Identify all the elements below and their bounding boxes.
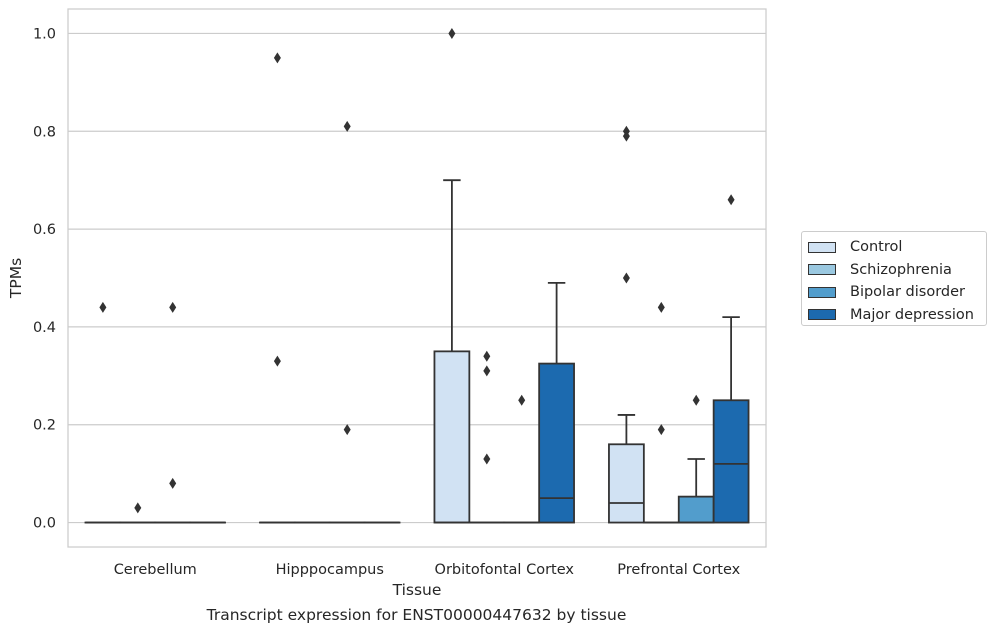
outlier-point — [273, 355, 281, 367]
outlier-point — [169, 301, 177, 313]
box-3-3 — [712, 194, 750, 524]
box-3-2 — [677, 394, 715, 524]
y-axis-label: TPMs — [7, 258, 25, 299]
outlier-point — [483, 365, 491, 377]
outlier-point — [657, 424, 665, 436]
outlier-point — [727, 194, 735, 206]
outlier-point — [483, 453, 491, 465]
box-1-0 — [259, 52, 296, 524]
box-3-1 — [642, 301, 680, 524]
y-tick-label: 0.8 — [33, 124, 56, 140]
legend-label: Schizophrenia — [850, 261, 952, 278]
y-tick-labels: 0.0 0.2 0.4 0.6 0.8 1.0 — [33, 26, 56, 531]
legend-label: Major depression — [850, 306, 974, 323]
outlier-point — [622, 272, 630, 284]
box-groups — [84, 27, 750, 524]
x-axis-label: Tissue — [392, 581, 442, 599]
x-tick-label: Prefrontal Cortex — [617, 562, 740, 578]
outlier-point — [518, 394, 526, 406]
x-tick-labels: Cerebellum Hipppocampus Orbitofontal Corte… — [114, 562, 741, 578]
box-3-0 — [608, 125, 645, 524]
legend-item: Major depression — [808, 304, 986, 327]
outlier-point — [99, 301, 107, 313]
chart-caption: Transcript expression for ENST0000044763… — [206, 606, 627, 624]
legend-swatch — [808, 241, 836, 253]
outlier-point — [169, 477, 177, 489]
outlier-point — [448, 27, 456, 39]
legend-swatch — [808, 286, 836, 298]
outlier-point — [692, 394, 700, 406]
box-2-1 — [468, 350, 506, 524]
box-2-0 — [433, 27, 471, 524]
outlier-point — [343, 120, 351, 132]
y-tick-label: 0.6 — [33, 222, 56, 238]
legend: Control Schizophrenia Bipolar disorder Majo… — [801, 231, 987, 326]
box — [677, 495, 715, 524]
outlier-point — [343, 424, 351, 436]
legend-item: Bipolar disorder — [808, 281, 986, 304]
outlier-point — [657, 301, 665, 313]
box-0-0 — [84, 301, 122, 524]
outlier-point — [273, 52, 281, 64]
y-tick-label: 1.0 — [33, 26, 56, 42]
box-0-1 — [119, 502, 157, 524]
outlier-point — [134, 502, 142, 514]
legend-label: Control — [850, 239, 903, 256]
plot-frame — [67, 8, 767, 548]
box-2-2 — [503, 394, 541, 524]
legend-item: Control — [808, 236, 986, 259]
box-0-2 — [154, 301, 192, 524]
y-tick-label: 0.2 — [33, 418, 56, 434]
x-tick-label: Cerebellum — [114, 562, 197, 578]
box-2-3 — [538, 281, 575, 524]
legend-label: Bipolar disorder — [850, 284, 965, 301]
y-gridlines — [68, 32, 766, 524]
x-tick-label: Hipppocampus — [276, 562, 384, 578]
x-tick-label: Orbitofontal Cortex — [435, 562, 575, 578]
box — [433, 350, 471, 524]
box-1-2 — [328, 120, 366, 524]
box — [608, 443, 645, 524]
box — [538, 362, 575, 524]
legend-swatch — [808, 309, 836, 321]
box — [712, 399, 750, 524]
legend-swatch — [808, 264, 836, 276]
outlier-point — [483, 350, 491, 362]
y-tick-label: 0.4 — [33, 320, 56, 336]
y-tick-label: 0.0 — [33, 516, 56, 532]
outlier-point — [622, 130, 630, 142]
legend-item: Schizophrenia — [808, 259, 986, 282]
